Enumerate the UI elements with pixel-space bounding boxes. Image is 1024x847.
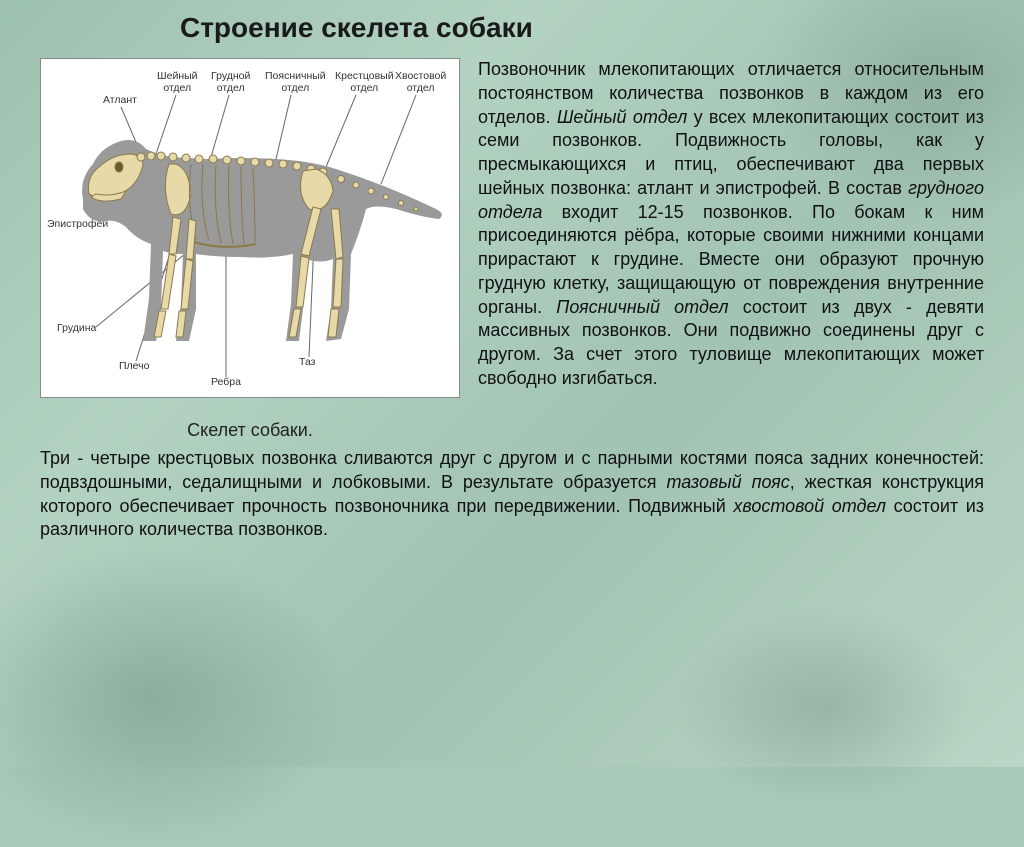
background-shadow (674, 607, 974, 807)
dog-skeleton-svg (41, 59, 461, 399)
diagram-column: Атлант Шейный отдел Грудной отдел Поясни… (40, 58, 460, 441)
diagram-caption: Скелет собаки. (187, 420, 313, 441)
skeleton-diagram: Атлант Шейный отдел Грудной отдел Поясни… (40, 58, 460, 398)
content-container: Строение скелета собаки Атлант Шейный от… (0, 0, 1024, 562)
bottom-paragraph: Три - четыре крестцовых позвонка сливают… (40, 447, 984, 542)
right-paragraph: Позвоночник млекопитающих отличается отн… (478, 58, 984, 441)
main-row: Атлант Шейный отдел Грудной отдел Поясни… (40, 58, 984, 441)
page-title: Строение скелета собаки (180, 12, 984, 44)
background-shadow (0, 547, 350, 847)
